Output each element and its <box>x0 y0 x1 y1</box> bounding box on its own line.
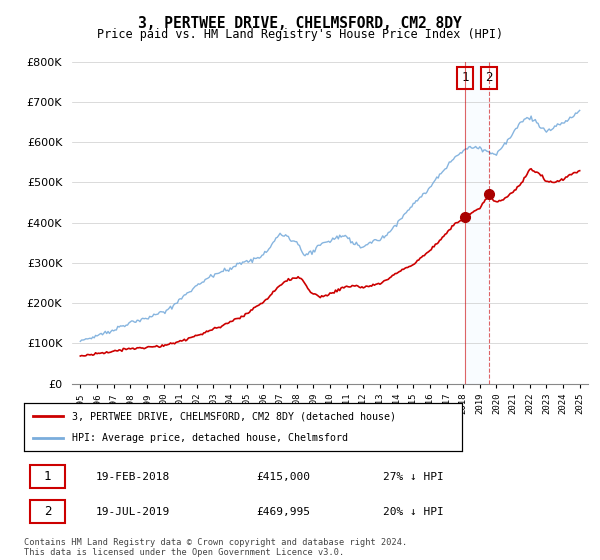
Text: 3, PERTWEE DRIVE, CHELMSFORD, CM2 8DY: 3, PERTWEE DRIVE, CHELMSFORD, CM2 8DY <box>138 16 462 31</box>
Text: 1: 1 <box>44 470 52 483</box>
Text: Price paid vs. HM Land Registry's House Price Index (HPI): Price paid vs. HM Land Registry's House … <box>97 28 503 41</box>
FancyBboxPatch shape <box>29 465 65 488</box>
Text: 19-JUL-2019: 19-JUL-2019 <box>96 507 170 517</box>
Text: HPI: Average price, detached house, Chelmsford: HPI: Average price, detached house, Chel… <box>72 433 348 443</box>
Text: 20% ↓ HPI: 20% ↓ HPI <box>383 507 443 517</box>
Text: 3, PERTWEE DRIVE, CHELMSFORD, CM2 8DY (detached house): 3, PERTWEE DRIVE, CHELMSFORD, CM2 8DY (d… <box>72 411 396 421</box>
Bar <box>465 62 489 384</box>
Text: 2: 2 <box>44 505 52 519</box>
Text: 1: 1 <box>461 71 469 84</box>
FancyBboxPatch shape <box>29 500 65 524</box>
Text: 27% ↓ HPI: 27% ↓ HPI <box>383 472 443 482</box>
Text: £415,000: £415,000 <box>256 472 310 482</box>
Text: Contains HM Land Registry data © Crown copyright and database right 2024.
This d: Contains HM Land Registry data © Crown c… <box>24 538 407 557</box>
Text: 19-FEB-2018: 19-FEB-2018 <box>96 472 170 482</box>
Text: £469,995: £469,995 <box>256 507 310 517</box>
Text: 2: 2 <box>485 71 493 84</box>
